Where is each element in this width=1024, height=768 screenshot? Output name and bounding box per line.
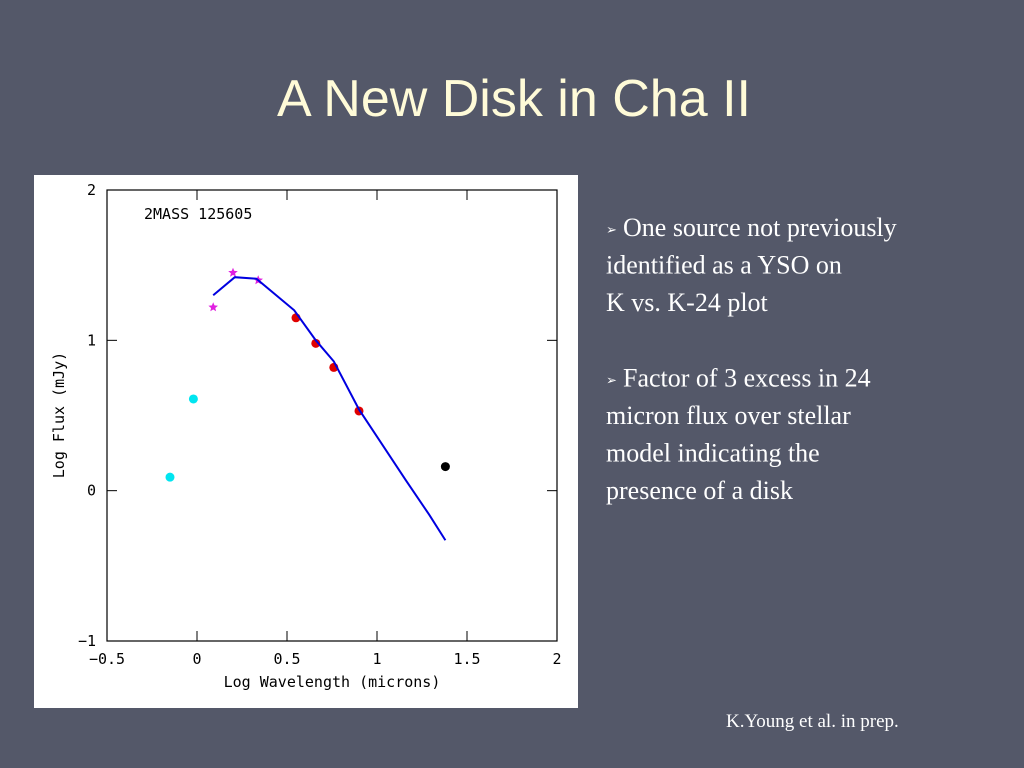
bullet-text: presence of a disk: [606, 476, 793, 505]
bullet-text: K vs. K-24 plot: [606, 288, 769, 317]
bullet-marker: ➢: [606, 223, 617, 238]
annotation: 2MASS 125605: [144, 205, 252, 223]
x-axis-label: Log Wavelength (microns): [224, 673, 441, 691]
bullet-text: model indicating the: [606, 439, 820, 468]
bullet-text: Factor of 3 excess in 24: [623, 364, 871, 393]
y-tick-label: 2: [87, 181, 96, 199]
plot-frame: [106, 189, 558, 642]
bullet-text: identified as a YSO on: [606, 251, 842, 280]
bullet-text: One source not previously: [623, 213, 897, 242]
y-tick-label: 1: [87, 331, 96, 349]
x-tick-label: 1: [372, 650, 381, 668]
bullet-text: micron flux over stellar: [606, 401, 851, 430]
data-point: [165, 472, 175, 482]
x-tick-label: 1.5: [453, 650, 480, 668]
credit: K.Young et al. in prep.: [726, 711, 899, 732]
data-point: [440, 462, 450, 472]
y-tick-label: 0: [87, 482, 96, 500]
model-line: [212, 276, 447, 541]
data-point: [208, 302, 218, 312]
data-point: [188, 394, 198, 404]
y-axis-label: Log Flux (mJy): [50, 352, 68, 478]
chart-background: [34, 175, 578, 708]
x-tick-label: 0: [192, 650, 201, 668]
x-tick-label: 0.5: [273, 650, 300, 668]
data-point: [228, 267, 238, 277]
bullet-marker: ➢: [606, 374, 617, 389]
x-tick-label: 2: [552, 650, 561, 668]
x-tick-label: −0.5: [89, 650, 125, 668]
data-point: [311, 338, 321, 348]
y-tick-label: −1: [78, 632, 96, 650]
slide-title: A New Disk in Cha II: [277, 70, 751, 128]
